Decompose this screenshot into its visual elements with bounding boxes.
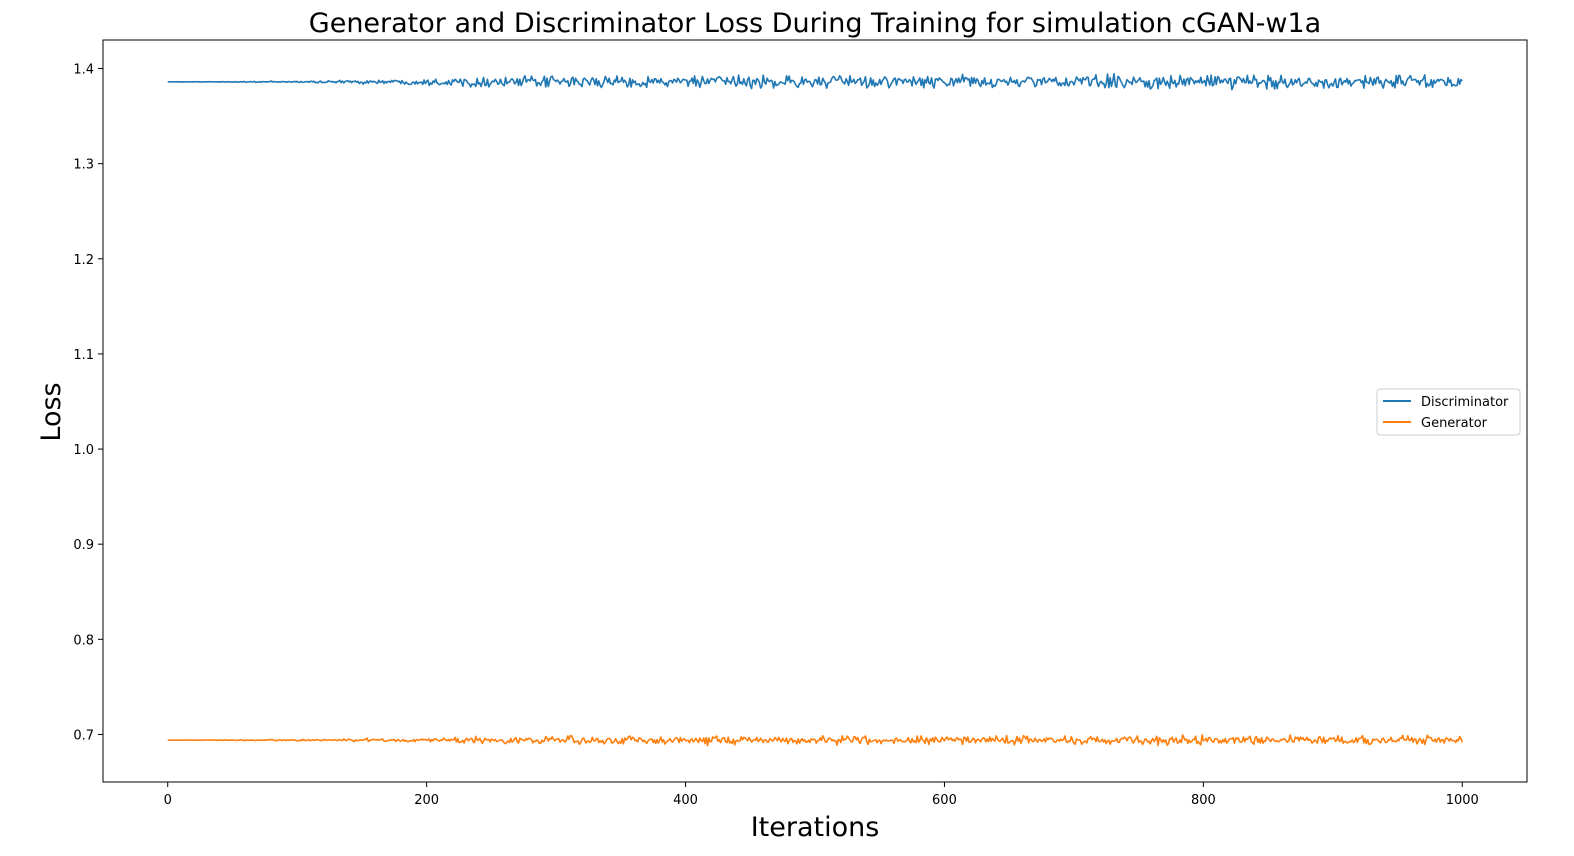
- y-tick-label: 1.1: [73, 348, 94, 363]
- y-tick-label: 1.3: [73, 158, 94, 173]
- series-line-discriminator: [167, 73, 1463, 91]
- legend-label-generator: Generator: [1421, 416, 1488, 431]
- y-tick-label: 1.0: [73, 443, 94, 458]
- x-axis: 0 200 400 600 800 1000: [164, 782, 1479, 808]
- x-tick-label: 1000: [1446, 793, 1479, 808]
- x-tick-label: 200: [414, 793, 439, 808]
- y-tick-label: 0.8: [73, 633, 94, 648]
- y-tick-label: 0.7: [73, 728, 94, 743]
- x-tick-label: 800: [1191, 793, 1216, 808]
- y-tick-label: 1.2: [73, 253, 94, 268]
- chart-title: Generator and Discriminator Loss During …: [309, 8, 1321, 39]
- legend: Discriminator Generator: [1376, 388, 1521, 436]
- x-axis-label: Iterations: [751, 812, 880, 843]
- x-tick-label: 0: [164, 793, 172, 808]
- y-axis-label: Loss: [36, 382, 67, 441]
- y-tick-label: 0.9: [73, 538, 94, 553]
- plot-area: [102, 39, 1528, 783]
- x-tick-label: 400: [673, 793, 698, 808]
- legend-label-discriminator: Discriminator: [1421, 395, 1509, 410]
- series-line-generator: [167, 734, 1464, 747]
- y-axis: 0.7 0.8 0.9 1.0 1.1 1.2 1.3 1.4: [73, 63, 103, 743]
- y-tick-label: 1.4: [73, 63, 94, 78]
- legend-box: [1376, 388, 1521, 436]
- x-tick-label: 600: [932, 793, 957, 808]
- plot-frame: [102, 39, 1528, 783]
